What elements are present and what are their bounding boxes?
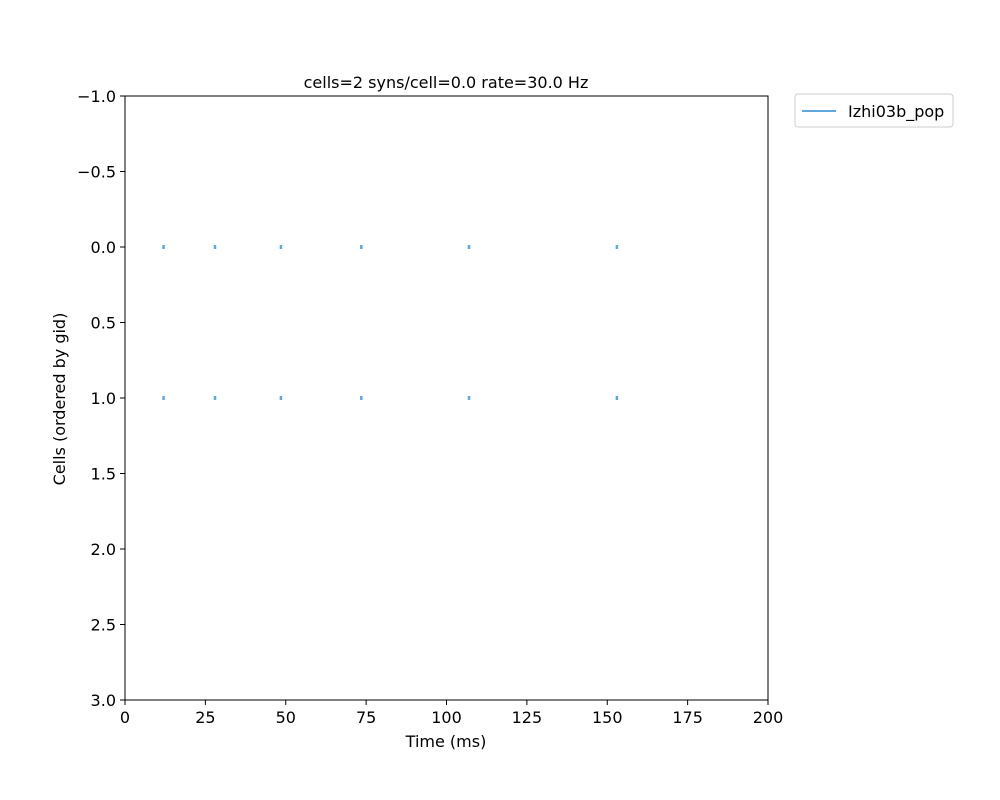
x-tick-label: 200 bbox=[753, 708, 784, 727]
y-tick-label: 1.5 bbox=[91, 465, 116, 484]
y-tick-label: 1.0 bbox=[91, 389, 116, 408]
x-tick-label: 25 bbox=[195, 708, 215, 727]
plot-area: 0 25 50 75 100 125 150 175 200 −1.0 −0.5 0.0 0.5 1.0 1… bbox=[77, 87, 783, 727]
y-tick-label: 0.0 bbox=[91, 238, 116, 257]
x-tick-label: 0 bbox=[120, 708, 130, 727]
y-tick-label: 0.5 bbox=[91, 314, 116, 333]
x-tick-label: 50 bbox=[276, 708, 296, 727]
legend-label: Izhi03b_pop bbox=[848, 102, 944, 122]
x-axis-title: Time (ms) bbox=[405, 732, 487, 751]
x-tick-label: 150 bbox=[592, 708, 623, 727]
x-tick-label: 75 bbox=[356, 708, 376, 727]
x-tick-label: 125 bbox=[512, 708, 543, 727]
y-tick-label: −1.0 bbox=[77, 87, 116, 106]
x-tick-label: 175 bbox=[672, 708, 703, 727]
axes-frame bbox=[124, 95, 769, 701]
y-tick-label: 3.0 bbox=[91, 691, 116, 710]
x-tick-label: 100 bbox=[431, 708, 462, 727]
y-tick-label: 2.5 bbox=[91, 616, 116, 635]
y-tick-label: 2.0 bbox=[91, 540, 116, 559]
chart-title: cells=2 syns/cell=0.0 rate=30.0 Hz bbox=[304, 73, 589, 92]
legend-box bbox=[794, 93, 954, 128]
y-tick-label: −0.5 bbox=[77, 163, 116, 182]
y-axis-title: Cells (ordered by gid) bbox=[50, 313, 69, 486]
legend: Izhi03b_pop bbox=[794, 93, 954, 128]
